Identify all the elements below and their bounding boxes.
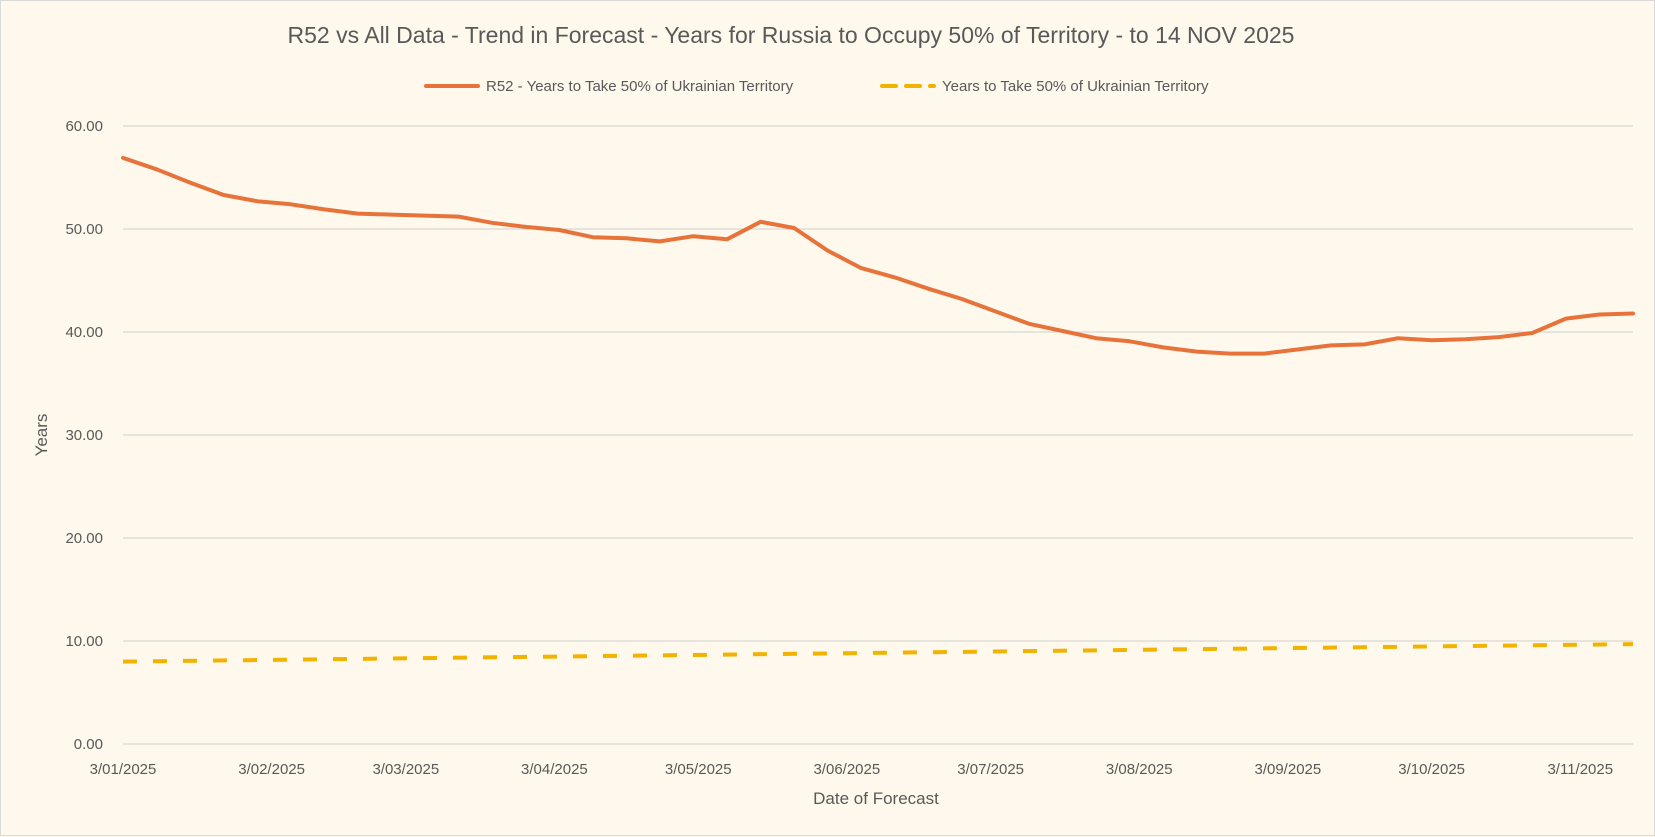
x-tick-label: 3/05/2025: [665, 761, 732, 778]
chart-title: R52 vs All Data - Trend in Forecast - Ye…: [288, 22, 1295, 48]
y-tick-label: 50.00: [65, 221, 103, 238]
series-line-all-data: [122, 642, 1634, 664]
y-tick-label: 10.00: [65, 633, 103, 650]
x-tick-label: 3/10/2025: [1398, 761, 1465, 778]
y-axis-title: Years: [32, 414, 51, 457]
x-tick-label: 3/02/2025: [238, 761, 305, 778]
x-tick-label: 3/06/2025: [813, 761, 880, 778]
x-tick-label: 3/09/2025: [1254, 761, 1321, 778]
y-tick-label: 0.00: [74, 736, 103, 753]
series-line-r52: [121, 155, 1635, 356]
gridlines: [123, 125, 1633, 745]
y-tick-label: 30.00: [65, 427, 103, 444]
x-axis-title: Date of Forecast: [813, 789, 939, 808]
x-tick-label: 3/03/2025: [372, 761, 439, 778]
x-axis-ticks: 3/01/2025 3/02/2025 3/03/2025 3/04/2025 3/05…: [90, 761, 1613, 778]
x-tick-label: 3/01/2025: [90, 761, 157, 778]
y-tick-label: 60.00: [65, 118, 103, 135]
legend-label-all-data: Years to Take 50% of Ukrainian Territory: [942, 78, 1209, 95]
x-tick-label: 3/08/2025: [1106, 761, 1173, 778]
plot-area: [121, 155, 1635, 664]
legend: R52 - Years to Take 50% of Ukrainian Ter…: [424, 78, 1209, 95]
y-axis-ticks: 0.00 10.00 20.00 30.00 40.00 50.00 60.00: [65, 118, 103, 753]
legend-label-r52: R52 - Years to Take 50% of Ukrainian Ter…: [486, 78, 794, 95]
x-tick-label: 3/04/2025: [521, 761, 588, 778]
x-tick-label: 3/11/2025: [1547, 761, 1613, 778]
x-tick-label: 3/07/2025: [957, 761, 1024, 778]
y-tick-label: 40.00: [65, 324, 103, 341]
y-tick-label: 20.00: [65, 530, 103, 547]
